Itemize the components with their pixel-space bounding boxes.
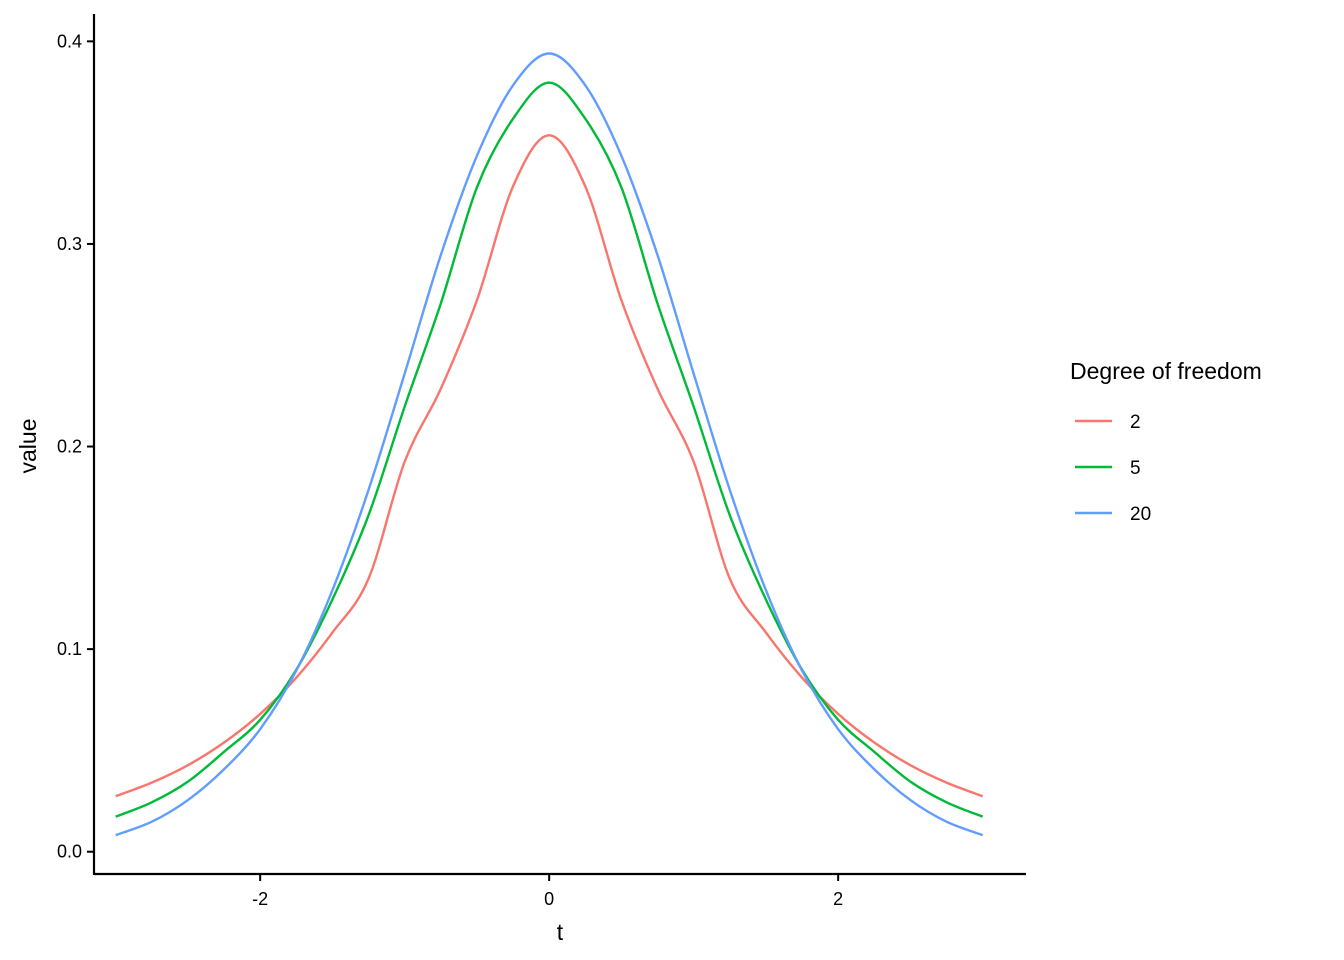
x-tick-label: -2 — [252, 889, 268, 909]
x-tick-label: 0 — [544, 889, 554, 909]
legend-label-5: 5 — [1130, 458, 1141, 479]
legend-label-20: 20 — [1130, 504, 1151, 525]
y-tick-label: 0.1 — [57, 639, 82, 659]
series-line-2 — [115, 134, 984, 798]
y-tick-label: 0.0 — [57, 842, 82, 862]
legend: Degree of freedom 2 5 20 — [1070, 358, 1262, 525]
x-tick-label: 2 — [833, 889, 843, 909]
series-line-5 — [115, 81, 984, 818]
y-tick-label: 0.3 — [57, 234, 82, 254]
x-ticks: -2 0 2 — [252, 874, 843, 909]
y-ticks: 0.0 0.1 0.2 0.3 0.4 — [57, 31, 94, 862]
legend-label-2: 2 — [1130, 412, 1141, 433]
legend-title: Degree of freedom — [1070, 358, 1262, 384]
y-tick-label: 0.2 — [57, 437, 82, 457]
y-axis-title: value — [15, 419, 41, 474]
x-axis-title: t — [557, 919, 564, 945]
series-layer — [115, 52, 984, 837]
y-tick-label: 0.4 — [57, 31, 82, 51]
legend-items: 2 5 20 — [1075, 412, 1151, 525]
series-line-20 — [115, 52, 984, 837]
